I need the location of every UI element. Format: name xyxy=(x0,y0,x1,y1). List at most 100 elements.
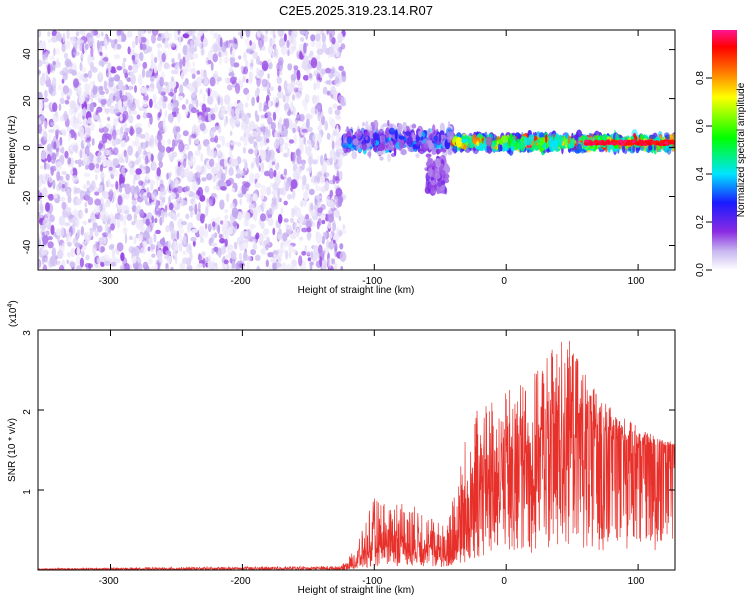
spectrogram-cell xyxy=(99,164,103,173)
spectrogram-cell xyxy=(120,126,124,135)
spectrogram-cell xyxy=(160,188,167,196)
spectrogram-cell xyxy=(70,247,75,258)
spectrogram-cell xyxy=(323,247,330,253)
spectrogram-cell xyxy=(290,217,294,223)
spectrogram-cell xyxy=(184,191,191,196)
p2-xtick-label: 100 xyxy=(628,576,645,587)
spectrogram-cell xyxy=(286,193,293,200)
spectrogram-cell xyxy=(336,170,340,181)
spectrogram-cell xyxy=(250,162,254,169)
spectrogram-cell xyxy=(151,33,156,44)
spectrogram-cell xyxy=(195,99,199,108)
spectrogram-cell xyxy=(372,132,379,141)
spectrogram-cell xyxy=(269,86,274,92)
spectrogram-cell xyxy=(320,175,325,184)
spectrogram-cell xyxy=(242,147,246,154)
spectrogram-cell xyxy=(80,226,84,236)
spectrogram-cell xyxy=(64,222,71,227)
spectrogram-cell xyxy=(104,223,110,234)
spectrogram-cell xyxy=(134,98,138,105)
spectrogram-cell xyxy=(59,196,66,202)
spectrogram-cell xyxy=(430,180,436,186)
spectrogram-cell xyxy=(245,59,249,69)
spectrogram-cell xyxy=(67,207,72,213)
spectrogram-cell xyxy=(135,168,142,175)
spectrogram-cell xyxy=(272,111,277,121)
spectrogram-cell xyxy=(199,213,205,224)
spectrogram-cell xyxy=(254,89,259,98)
spectrogram-cell xyxy=(231,187,235,193)
spectrogram-cell xyxy=(103,149,110,156)
spectrogram-cell xyxy=(177,161,181,167)
spectrogram-cell xyxy=(576,143,583,154)
spectrogram-cell xyxy=(176,112,182,120)
spectrogram-cell xyxy=(140,87,146,94)
spectrogram-cell xyxy=(499,144,503,152)
spectrogram-cell xyxy=(157,151,163,162)
spectrogram-cell xyxy=(120,140,126,148)
spectrogram-cell xyxy=(169,180,175,190)
spectrogram-cell xyxy=(329,189,334,197)
spectrogram-cell xyxy=(182,33,190,39)
spectrogram-cell xyxy=(405,131,412,136)
spectrogram-cell xyxy=(136,204,142,211)
spectrogram-cell xyxy=(329,32,333,43)
spectrogram-cell xyxy=(48,84,54,95)
spectrogram-cell xyxy=(319,256,323,268)
spectrogram-cell xyxy=(83,73,89,78)
spectrogram-cell xyxy=(174,132,182,140)
spectrogram-cell xyxy=(652,141,657,145)
spectrogram-cell xyxy=(163,81,169,86)
spectrogram-cell xyxy=(49,214,55,223)
spectrogram-cell xyxy=(273,48,279,59)
spectrogram-cell xyxy=(98,143,103,150)
spectrogram-cell xyxy=(306,139,312,145)
spectrogram-cell xyxy=(295,80,302,86)
spectrogram-cell xyxy=(98,85,104,92)
spectrogram-cell xyxy=(131,200,137,206)
spectrogram-cell xyxy=(182,235,187,245)
spectrogram-cell xyxy=(155,199,159,209)
spectrogram-cell xyxy=(404,126,407,132)
p1-ytick-label: 20 xyxy=(22,95,33,107)
spectrogram-cell xyxy=(50,122,55,126)
spectrogram-cell xyxy=(64,58,72,68)
spectrogram-cell xyxy=(290,100,294,112)
spectrogram-cell xyxy=(152,93,157,104)
spectrogram-cell xyxy=(300,113,305,123)
spectrogram-cell xyxy=(50,165,57,172)
spectrogram-cell xyxy=(339,251,347,263)
spectrogram-cell xyxy=(373,145,378,152)
spectrogram-cell xyxy=(277,60,283,72)
spectrogram-cell xyxy=(415,153,420,159)
spectrogram-cell xyxy=(256,76,261,87)
spectrogram-cell xyxy=(134,56,140,63)
spectrogram-cell xyxy=(210,193,217,198)
spectrogram-axis-ticks xyxy=(38,30,675,270)
spectrogram-cell xyxy=(333,152,337,164)
spectrogram-cell xyxy=(62,85,70,94)
spectrogram-cell xyxy=(76,198,82,206)
spectrogram-cell xyxy=(150,183,154,191)
spectrogram-cell xyxy=(185,213,190,220)
spectrogram-cell xyxy=(335,187,343,197)
spectrogram-cell xyxy=(63,110,68,122)
spectrogram-cell xyxy=(132,63,139,74)
spectrogram-cell xyxy=(326,90,331,96)
spectrogram-cell xyxy=(211,166,219,175)
spectrogram-cell xyxy=(285,263,293,270)
spectrogram-cell xyxy=(225,78,229,84)
spectrogram-cell xyxy=(265,128,271,138)
spectrogram-cell xyxy=(75,255,81,266)
spectrogram-cell xyxy=(315,33,321,42)
spectrogram-cell xyxy=(72,122,79,129)
spectrogram-cell xyxy=(252,193,258,203)
spectrogram-cell xyxy=(306,118,310,129)
spectrogram-cell xyxy=(150,76,155,83)
spectrogram-cell xyxy=(100,155,106,161)
spectrogram-cell xyxy=(94,240,99,251)
spectrogram-cell xyxy=(264,30,269,35)
spectrogram-cell xyxy=(67,157,72,165)
spectrogram-cell xyxy=(138,180,144,186)
spectrogram-cell xyxy=(320,154,324,166)
